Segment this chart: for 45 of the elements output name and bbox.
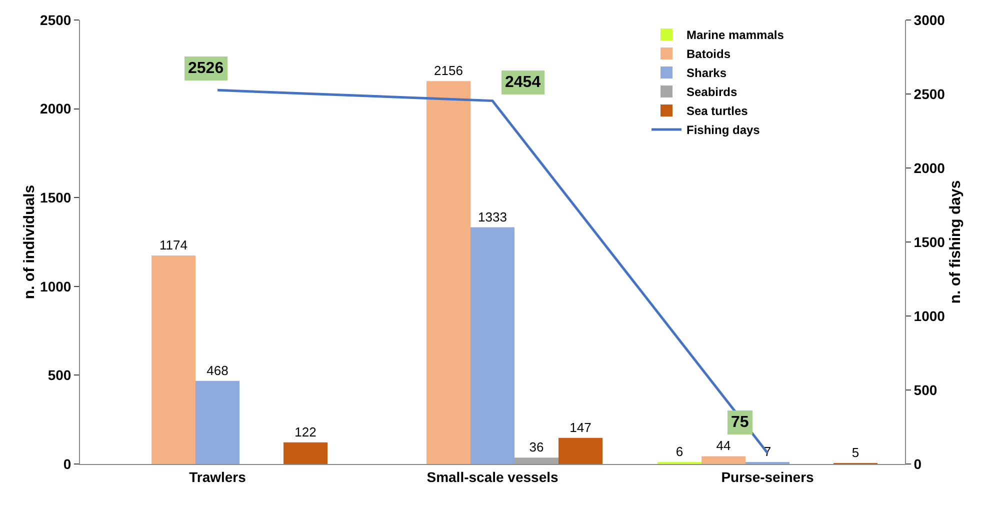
y-axis-title: n. of individuals bbox=[21, 184, 38, 300]
legend-label: Batoids bbox=[686, 47, 731, 62]
data-label: 2156 bbox=[434, 63, 463, 78]
y2-tick-label: 500 bbox=[914, 382, 938, 398]
data-label: 1333 bbox=[478, 209, 507, 224]
data-label: 6 bbox=[676, 444, 684, 459]
data-label: 468 bbox=[206, 362, 228, 378]
y-tick-label: 500 bbox=[48, 367, 72, 384]
bar bbox=[514, 458, 558, 464]
y-tick-label: 2000 bbox=[40, 100, 72, 117]
bar bbox=[426, 81, 470, 464]
y2-tick-label: 1000 bbox=[914, 308, 946, 324]
data-label: 44 bbox=[716, 438, 731, 454]
y2-tick-label: 3000 bbox=[914, 12, 946, 28]
data-label: 147 bbox=[570, 420, 592, 435]
x-tick-label: Purse-seiners bbox=[721, 468, 814, 485]
y2-tick-label: 1500 bbox=[914, 234, 946, 250]
y-tick-label: 2500 bbox=[40, 12, 72, 28]
bar bbox=[558, 438, 602, 464]
bar bbox=[196, 380, 240, 464]
legend-label: Marine mammals bbox=[686, 28, 784, 42]
legend-label: Seabirds bbox=[686, 85, 738, 100]
bar bbox=[284, 442, 328, 464]
data-label: 2526 bbox=[188, 60, 224, 77]
data-label: 5 bbox=[852, 445, 860, 460]
legend-label: Sea turtles bbox=[686, 104, 748, 118]
data-label: 75 bbox=[731, 414, 749, 431]
legend-label: Fishing days bbox=[686, 123, 760, 138]
y-tick-label: 1000 bbox=[40, 278, 72, 294]
data-label: 2454 bbox=[505, 74, 541, 91]
data-label: 36 bbox=[529, 440, 544, 455]
bar bbox=[152, 256, 196, 464]
bar bbox=[702, 456, 746, 464]
y-tick-label: 1500 bbox=[40, 190, 72, 206]
data-label: 1174 bbox=[160, 238, 188, 252]
y2-tick-label: 0 bbox=[914, 456, 922, 472]
y2-tick-label: 2500 bbox=[914, 86, 946, 102]
x-tick-label: Small-scale vessels bbox=[426, 468, 558, 485]
legend-label: Sharks bbox=[686, 66, 727, 80]
y2-axis-title: n. of fishing days bbox=[947, 180, 964, 304]
y2-tick-label: 2000 bbox=[914, 160, 946, 176]
y-tick-label: 0 bbox=[63, 456, 72, 472]
data-label: 122 bbox=[294, 424, 316, 440]
bar bbox=[470, 227, 514, 464]
x-tick-label: Trawlers bbox=[189, 468, 246, 485]
